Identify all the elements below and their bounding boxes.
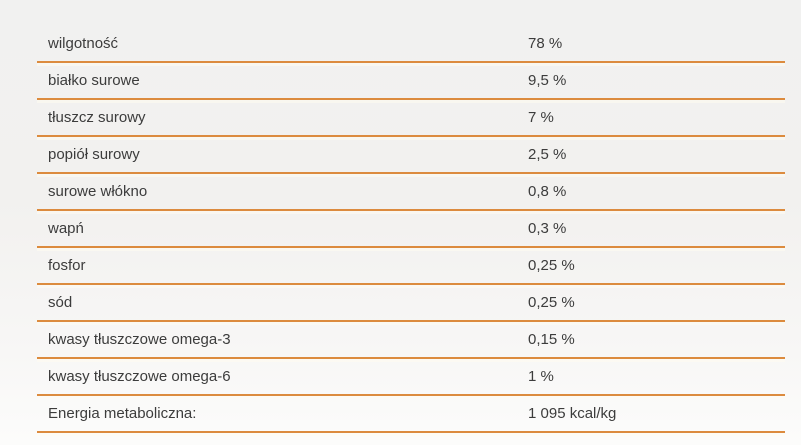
row-value: 7 % <box>528 109 554 126</box>
row-label: wilgotność <box>48 35 119 52</box>
nutrition-table: wilgotność 78 % białko surowe 9,5 % tłuszcz … <box>37 26 785 433</box>
table-row: białko surowe 9,5 % <box>37 63 785 100</box>
table-row: kwasy tłuszczowe omega-6 1 % <box>37 359 785 396</box>
table-row: sód 0,25 % <box>37 285 785 322</box>
row-value: 9,5 % <box>528 72 567 89</box>
row-label: sód <box>48 294 73 311</box>
table-row: Energia metaboliczna: 1 095 kcal/kg <box>37 396 785 433</box>
row-value: 1 095 kcal/kg <box>528 405 617 422</box>
row-label: popiół surowy <box>48 146 140 163</box>
row-value: 0,25 % <box>528 294 575 311</box>
row-value: 0,3 % <box>528 220 567 237</box>
table-row: wilgotność 78 % <box>37 26 785 63</box>
table-row: surowe włókno 0,8 % <box>37 174 785 211</box>
row-value: 1 % <box>528 368 554 385</box>
row-value: 2,5 % <box>528 146 567 163</box>
row-value: 0,8 % <box>528 183 567 200</box>
row-label: Energia metaboliczna: <box>48 405 197 422</box>
row-label: surowe włókno <box>48 183 148 200</box>
row-label: białko surowe <box>48 72 140 89</box>
row-label: fosfor <box>48 257 86 274</box>
row-label: tłuszcz surowy <box>48 109 146 126</box>
row-value: 78 % <box>528 35 563 52</box>
row-label: wapń <box>48 220 84 237</box>
table-row: tłuszcz surowy 7 % <box>37 100 785 137</box>
row-value: 0,25 % <box>528 257 575 274</box>
table-row: popiół surowy 2,5 % <box>37 137 785 174</box>
table-row: wapń 0,3 % <box>37 211 785 248</box>
row-label: kwasy tłuszczowe omega-3 <box>48 331 231 348</box>
table-row: fosfor 0,25 % <box>37 248 785 285</box>
row-value: 0,15 % <box>528 331 575 348</box>
table-row: kwasy tłuszczowe omega-3 0,15 % <box>37 322 785 359</box>
row-label: kwasy tłuszczowe omega-6 <box>48 368 231 385</box>
